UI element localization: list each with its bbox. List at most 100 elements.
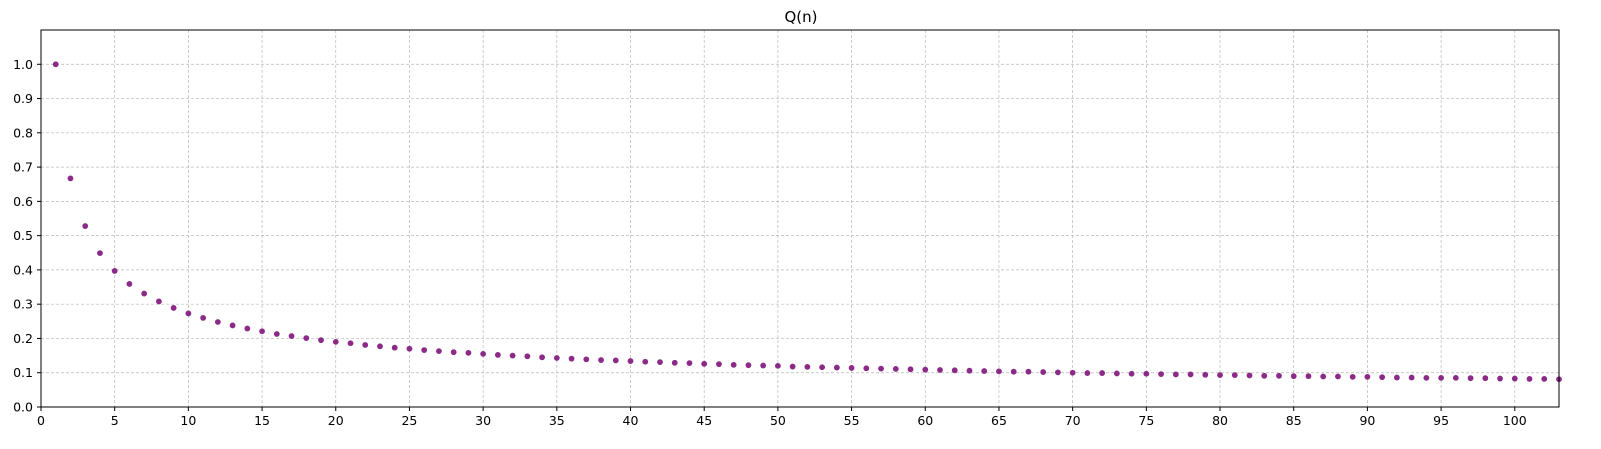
data-point bbox=[1541, 375, 1548, 382]
data-point bbox=[1408, 374, 1415, 381]
data-point bbox=[1452, 374, 1459, 381]
data-point bbox=[1393, 374, 1400, 381]
x-tick-label: 35 bbox=[549, 413, 565, 428]
x-tick-label: 95 bbox=[1433, 413, 1449, 428]
y-tick-label: 0.7 bbox=[13, 160, 33, 175]
data-point bbox=[421, 347, 428, 354]
grid-lines bbox=[40, 30, 1559, 408]
x-tick-label: 15 bbox=[254, 413, 270, 428]
data-point bbox=[686, 360, 693, 367]
data-point bbox=[1202, 371, 1209, 378]
data-point bbox=[391, 344, 398, 351]
x-tick-label: 5 bbox=[111, 413, 119, 428]
data-point bbox=[1172, 371, 1179, 378]
plot-frame bbox=[40, 29, 1560, 408]
data-point bbox=[1055, 369, 1061, 376]
data-points bbox=[52, 61, 1562, 383]
data-point bbox=[1143, 370, 1150, 377]
data-point bbox=[863, 365, 870, 372]
data-point bbox=[627, 358, 634, 364]
data-point bbox=[981, 368, 988, 374]
data-point bbox=[996, 368, 1002, 375]
x-tick-label: 30 bbox=[475, 413, 491, 428]
data-point bbox=[642, 358, 649, 365]
x-tick-label: 75 bbox=[1138, 413, 1154, 428]
data-point bbox=[1349, 373, 1356, 380]
data-point bbox=[170, 305, 177, 311]
data-point bbox=[1379, 374, 1386, 381]
data-point bbox=[52, 61, 59, 68]
data-point bbox=[303, 335, 310, 342]
y-tick-label: 1.0 bbox=[13, 57, 33, 72]
data-point bbox=[671, 359, 678, 366]
x-tick-label: 70 bbox=[1065, 413, 1081, 428]
data-point bbox=[833, 364, 840, 371]
data-point bbox=[362, 342, 369, 348]
data-point bbox=[922, 366, 929, 373]
data-point bbox=[1217, 372, 1223, 379]
y-tick-label: 0.8 bbox=[13, 125, 33, 140]
x-tick-label: 50 bbox=[770, 413, 786, 428]
data-point bbox=[583, 356, 590, 363]
data-point bbox=[1276, 372, 1282, 379]
data-point bbox=[951, 367, 958, 374]
data-point bbox=[760, 362, 767, 369]
data-point bbox=[273, 331, 280, 337]
data-point bbox=[67, 175, 74, 182]
y-tick-label: 0.6 bbox=[13, 194, 33, 209]
x-tick-label: 65 bbox=[991, 413, 1007, 428]
data-point bbox=[1261, 372, 1268, 379]
data-point bbox=[1467, 375, 1474, 382]
data-point bbox=[1290, 373, 1297, 380]
data-point bbox=[1438, 374, 1444, 381]
data-point bbox=[907, 366, 914, 373]
data-point bbox=[377, 343, 383, 350]
data-point bbox=[789, 363, 796, 370]
data-point bbox=[200, 314, 207, 321]
data-point bbox=[494, 352, 501, 358]
y-tick-label: 0.9 bbox=[13, 91, 33, 106]
data-point bbox=[332, 338, 339, 345]
data-point bbox=[406, 345, 413, 352]
data-point bbox=[892, 366, 899, 372]
x-tick-label: 80 bbox=[1212, 413, 1228, 428]
data-point bbox=[82, 223, 89, 229]
x-tick-label: 90 bbox=[1359, 413, 1375, 428]
y-tick-label: 0.4 bbox=[13, 262, 33, 277]
data-point bbox=[1158, 371, 1164, 377]
data-point bbox=[568, 355, 575, 362]
data-point bbox=[185, 310, 192, 317]
data-point bbox=[716, 361, 722, 368]
y-tick-label: 0.3 bbox=[13, 297, 33, 312]
data-point bbox=[156, 298, 162, 305]
data-point bbox=[1511, 375, 1518, 382]
data-point bbox=[1025, 368, 1032, 375]
data-point bbox=[1113, 370, 1120, 377]
data-point bbox=[347, 340, 354, 347]
y-tick-label: 0.1 bbox=[13, 365, 33, 380]
data-point bbox=[97, 250, 103, 257]
data-point bbox=[1497, 375, 1503, 382]
data-point bbox=[1482, 375, 1489, 382]
y-axis: 0.0 0.1 0.2 0.3 0.4 0.5 0.6 0.7 0.8 0.9 1.0 bbox=[13, 57, 41, 415]
data-point bbox=[804, 364, 811, 370]
x-tick-label: 60 bbox=[917, 413, 933, 428]
data-point bbox=[966, 367, 973, 374]
data-point bbox=[701, 360, 708, 367]
x-axis: 0 5 10 15 20 25 30 35 40 45 50 55 60 65 70 75 80 85 90 95 10… bbox=[37, 407, 1527, 428]
x-tick-label: 20 bbox=[328, 413, 344, 428]
data-point bbox=[612, 357, 619, 364]
data-point bbox=[1069, 369, 1076, 376]
data-point bbox=[214, 319, 221, 325]
data-point bbox=[318, 337, 324, 344]
data-point bbox=[937, 367, 943, 373]
data-point bbox=[111, 268, 118, 274]
data-point bbox=[1320, 373, 1327, 380]
data-point bbox=[745, 362, 752, 369]
data-point bbox=[1423, 374, 1430, 381]
data-point bbox=[244, 325, 251, 332]
y-tick-label: 0.2 bbox=[13, 331, 33, 346]
data-point bbox=[509, 352, 516, 359]
data-point bbox=[450, 349, 457, 356]
